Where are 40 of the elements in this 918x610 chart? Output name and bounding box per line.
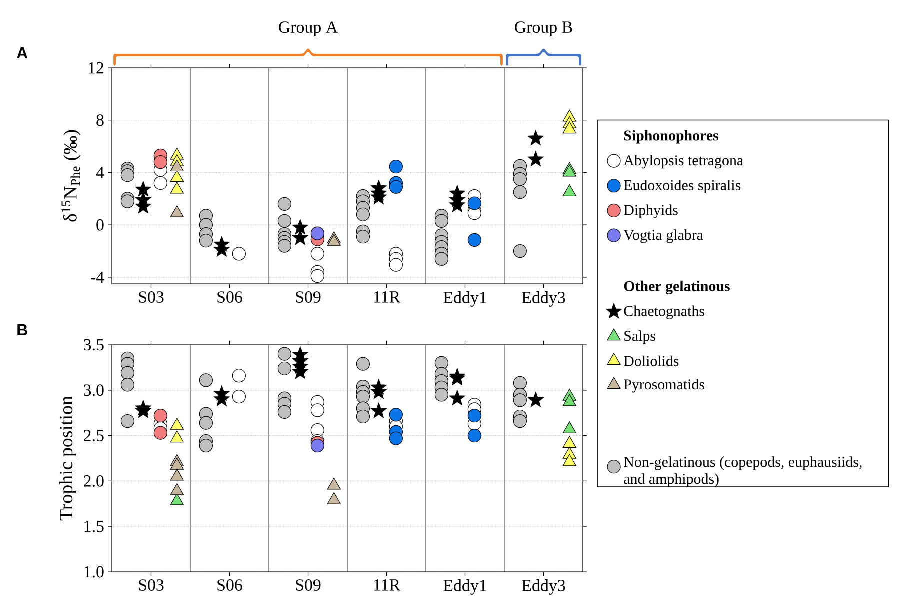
legend-label: Diphyids — [624, 204, 678, 218]
legend-label: Salps — [624, 330, 656, 344]
text: Siphonophores — [624, 130, 719, 144]
x-tick-label: Eddy1 — [444, 292, 486, 307]
x-tick-label: Eddy3 — [522, 292, 566, 307]
x-tick-label: S03 — [139, 292, 164, 303]
legend-label: Chaetognaths — [624, 306, 704, 320]
x-tick-label: S03 — [139, 580, 164, 591]
x-tick-label: S06 — [218, 292, 242, 303]
x-tick-label: Eddy1 — [444, 580, 486, 595]
x-tick-label: S09 — [296, 580, 321, 591]
y-tick-label: -4 — [91, 272, 104, 284]
legend-label: Doliolids — [624, 356, 679, 366]
x-tick-label: Eddy3 — [522, 580, 566, 595]
y-tick-label: 2.5 — [84, 430, 104, 442]
legend-label: Vogtia glabra — [624, 230, 704, 244]
y-tick-label: 3.0 — [84, 384, 104, 396]
x-tick-label: S09 — [296, 292, 321, 303]
legend-label: Pyrosomatids — [624, 379, 704, 393]
y-tick-label: 1.0 — [84, 566, 104, 578]
text: Group A — [279, 22, 338, 36]
legend-label: Eudoxoides spiralis — [624, 180, 741, 194]
chart-title: A — [17, 48, 28, 59]
x-tick-label: 11R — [374, 292, 401, 303]
text: Group B — [515, 22, 572, 36]
y-tick-label: 2.0 — [84, 475, 104, 487]
legend-label: Abylopsis tetragona — [624, 155, 744, 169]
y-axis-title: Trophic position — [59, 396, 76, 521]
y-axis-title: δ$^{15}$N$_{Phe}$ (‰) — [62, 130, 81, 222]
x-tick-label: S06 — [218, 580, 242, 591]
x-tick-label: 11R — [374, 580, 401, 591]
y-tick-label: 12 — [89, 62, 104, 74]
chart-title: B — [18, 324, 28, 336]
y-tick-label: 3.5 — [84, 339, 104, 351]
legend-label: Non-gelatinous (copepods, euphausiids, and amphipods) — [624, 456, 862, 488]
y-tick-label: 8 — [96, 114, 104, 126]
y-tick-label: 4 — [96, 167, 104, 178]
y-tick-label: 0 — [96, 219, 104, 231]
text: Other gelatinous — [624, 280, 730, 295]
y-tick-label: 1.5 — [84, 520, 104, 532]
